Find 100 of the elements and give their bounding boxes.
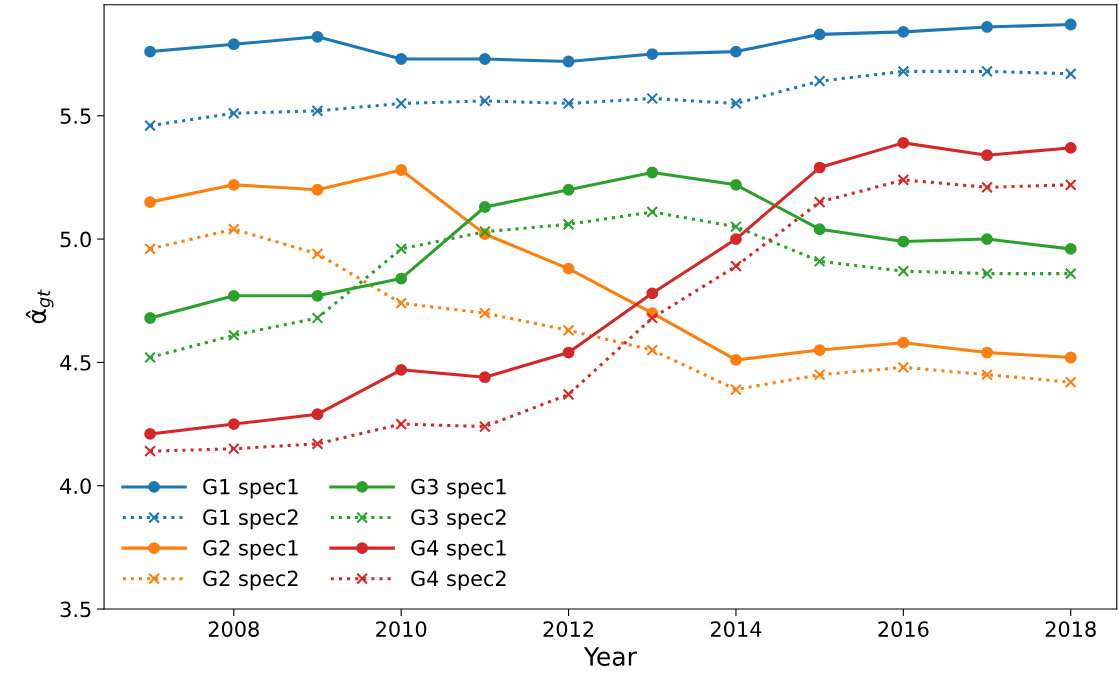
point: [646, 92, 659, 105]
point: [1064, 178, 1077, 191]
point: [813, 75, 826, 88]
legend-label: G3 spec2: [411, 509, 506, 530]
point: [730, 233, 742, 245]
point: [730, 178, 742, 191]
x-axis-title: Year: [583, 647, 637, 666]
point: [897, 173, 910, 186]
point: [730, 260, 742, 273]
point: [730, 97, 742, 110]
y-tick-label: 5.5: [60, 108, 91, 124]
x-tick-label: 2014: [710, 621, 762, 637]
point: [311, 183, 324, 196]
point: [395, 243, 408, 255]
point: [646, 206, 659, 218]
point: [813, 196, 826, 208]
point: [144, 312, 156, 324]
point: [311, 104, 324, 117]
point: [897, 361, 910, 374]
point: [646, 287, 659, 300]
legend-label: G3 spec1: [411, 478, 506, 499]
point: [981, 21, 993, 33]
point: [395, 53, 408, 65]
point: [144, 45, 156, 58]
point: [1064, 18, 1077, 31]
point: [395, 418, 408, 430]
point: [478, 420, 491, 433]
legend-label: G4 spec1: [411, 539, 506, 560]
point: [813, 368, 826, 381]
point: [1064, 67, 1077, 80]
point: [813, 223, 826, 236]
point: [562, 388, 575, 401]
point: [562, 97, 575, 110]
point: [981, 346, 993, 359]
x-tick-label: 2008: [208, 621, 259, 637]
point: [813, 344, 826, 356]
point: [562, 262, 575, 275]
point: [144, 119, 156, 132]
point: [227, 223, 240, 236]
point: [1064, 376, 1077, 389]
point: [395, 272, 408, 285]
x-tick-label: 2016: [878, 621, 929, 637]
point: [227, 418, 240, 430]
point: [1064, 267, 1077, 280]
point: [478, 201, 491, 213]
point: [144, 196, 156, 208]
point: [981, 368, 993, 381]
point: [227, 329, 240, 342]
point: [1064, 141, 1077, 154]
point: [227, 442, 240, 455]
point: [981, 149, 993, 162]
point: [311, 30, 324, 43]
y-tick-label: 3.5: [60, 601, 91, 618]
point: [478, 371, 491, 384]
x-tick-label: 2018: [1045, 621, 1096, 637]
point: [144, 428, 156, 440]
point: [897, 25, 910, 38]
point: [227, 107, 240, 120]
point: [981, 233, 993, 245]
point: [395, 164, 408, 176]
point: [562, 218, 575, 231]
point: [730, 354, 742, 366]
legend-label: G4 spec2: [411, 570, 506, 591]
point: [897, 336, 910, 349]
point: [311, 289, 324, 302]
point: [1064, 351, 1077, 364]
point: [395, 297, 408, 310]
y-tick-label: 4.0: [60, 478, 91, 494]
point: [311, 408, 324, 421]
legend-label: G2 spec2: [203, 570, 298, 591]
point: [813, 28, 826, 41]
point: [311, 247, 324, 260]
y-tick-label: 4.5: [60, 355, 91, 371]
x-tick-label: 2010: [376, 621, 427, 637]
point: [227, 38, 240, 51]
point: [981, 267, 993, 280]
point: [897, 65, 910, 78]
x-tick-label: 2012: [543, 621, 593, 637]
point: [144, 445, 156, 458]
point: [730, 45, 742, 58]
point: [730, 383, 742, 396]
point: [897, 235, 910, 248]
point: [395, 97, 408, 110]
point: [144, 351, 156, 364]
point: [562, 346, 575, 359]
point: [646, 344, 659, 356]
legend-label: G2 spec1: [203, 539, 298, 560]
point: [981, 181, 993, 194]
point: [646, 312, 659, 324]
y-tick-label: 5.0: [60, 231, 91, 248]
point: [562, 324, 575, 337]
point: [478, 53, 491, 65]
point: [478, 95, 491, 107]
point: [227, 178, 240, 191]
point: [227, 289, 240, 302]
y-axis-title: α̂$_{gt}$: [25, 289, 54, 324]
point: [981, 65, 993, 78]
point: [395, 363, 408, 376]
point: [1064, 243, 1077, 255]
point: [897, 136, 910, 149]
